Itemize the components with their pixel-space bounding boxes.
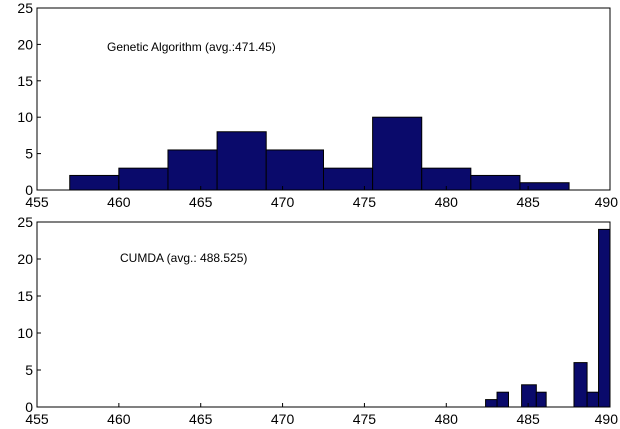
- ga-x-tick-label: 465: [189, 194, 213, 210]
- ga-bar-1: [118, 167, 169, 191]
- cumda-x-tick-label: 465: [189, 411, 213, 427]
- ga-histogram-panel: 0 5 10 15 20 25 455 460 465 470 475 480 485 490 Geneti…: [17, 0, 618, 210]
- ga-y-tick-label: 25: [17, 0, 33, 16]
- ga-x-tick-label: 490: [595, 194, 619, 210]
- ga-x-tick-label: 470: [271, 194, 295, 210]
- ga-annotation: Genetic Algorithm (avg.:471.45): [107, 40, 276, 54]
- cumda-bar-4: [573, 362, 588, 408]
- cumda-x-tick-label: 460: [107, 411, 131, 427]
- ga-y-tick-label: 5: [25, 146, 33, 162]
- cumda-x-tick-label: 475: [353, 411, 377, 427]
- ga-x-tick-label: 460: [107, 194, 131, 210]
- ga-bar-5: [323, 167, 374, 191]
- ga-bar-4: [265, 149, 325, 191]
- ga-bar-3: [216, 131, 267, 191]
- ga-plot-frame: [36, 7, 611, 191]
- cumda-y-tick-label: 10: [17, 325, 33, 341]
- cumda-x-tick-label: 485: [516, 411, 540, 427]
- cumda-bar-1: [496, 391, 509, 408]
- ga-x-tick-label: 485: [516, 194, 540, 210]
- cumda-bar-3: [535, 391, 547, 408]
- cumda-y-tick-label: 15: [17, 288, 33, 304]
- cumda-bar-5: [586, 391, 600, 408]
- cumda-x-tick-label: 490: [595, 411, 619, 427]
- cumda-y-tick-label: 0: [25, 399, 33, 415]
- ga-x-tick-label: 480: [435, 194, 459, 210]
- ga-bar-2: [167, 149, 218, 191]
- cumda-bar-6: [598, 228, 611, 408]
- ga-bar-9: [519, 182, 570, 191]
- ga-bar-0: [69, 174, 120, 191]
- ga-x-tick-label: 475: [353, 194, 377, 210]
- cumda-x-tick-label: 470: [271, 411, 295, 427]
- cumda-y-tick-label: 25: [17, 214, 33, 230]
- cumda-x-tick-label: 455: [25, 411, 49, 427]
- ga-y-tick-label: 20: [17, 36, 33, 52]
- ga-y-tick-label: 0: [25, 182, 33, 198]
- ga-x-tick-label: 455: [25, 194, 49, 210]
- cumda-y-tick-label: 20: [17, 251, 33, 267]
- ga-y-tick-label: 15: [17, 73, 33, 89]
- cumda-y-tick-label: 5: [25, 362, 33, 378]
- cumda-annotation: CUMDA (avg.: 488.525): [120, 251, 247, 265]
- cumda-histogram-panel: 0 5 10 15 20 25 455 460 465 470 475 480 485 490 CUMDA …: [17, 214, 618, 427]
- ga-y-tick-label: 10: [17, 109, 33, 125]
- cumda-bar-0: [485, 399, 498, 408]
- ga-bar-6: [372, 116, 423, 191]
- cumda-x-tick-label: 480: [435, 411, 459, 427]
- ga-bar-8: [470, 174, 521, 191]
- cumda-plot-frame: [36, 221, 611, 408]
- cumda-bar-2: [521, 384, 537, 408]
